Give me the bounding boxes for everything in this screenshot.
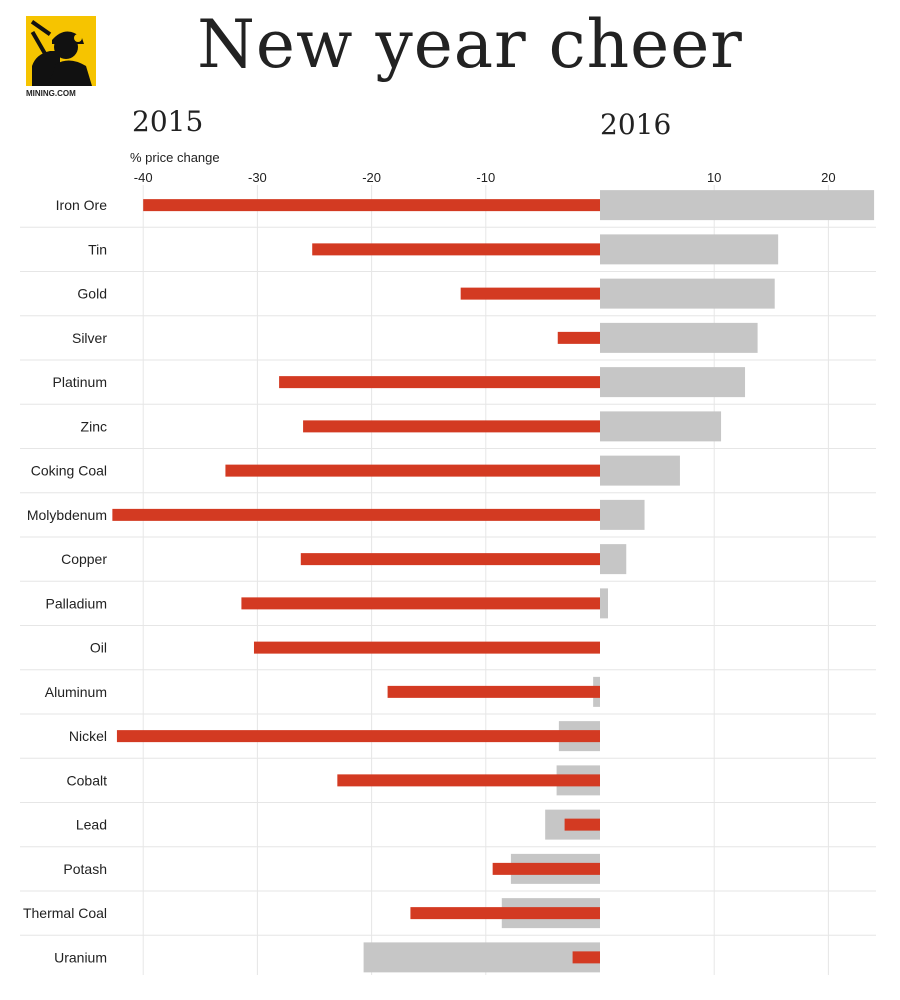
category-label: Potash [63, 861, 107, 877]
bar-2015 [564, 818, 600, 831]
year-label-2015: 2015 [132, 105, 204, 138]
bar-2015 [492, 862, 600, 875]
bar-2016 [363, 942, 600, 973]
category-label: Lead [76, 817, 107, 833]
bar-2015 [143, 199, 600, 212]
x-tick-label: -40 [134, 170, 153, 185]
bar-2015 [557, 331, 600, 344]
year-label-2016: 2016 [600, 108, 672, 141]
x-tick-label: -30 [248, 170, 267, 185]
bar-2015 [312, 243, 600, 256]
axis-unit-label: % price change [130, 150, 220, 165]
category-label: Uranium [54, 949, 107, 965]
bar-2016 [600, 190, 875, 221]
bar-2016 [600, 411, 722, 442]
bar-2016 [600, 367, 746, 398]
category-label: Tin [88, 241, 107, 257]
category-label: Platinum [53, 374, 107, 390]
bar-2015 [300, 553, 600, 566]
category-label: Oil [90, 640, 107, 656]
bar-2015 [387, 685, 600, 698]
x-tick-label: -10 [476, 170, 495, 185]
category-label: Thermal Coal [23, 905, 107, 921]
category-label: Iron Ore [56, 197, 108, 213]
bar-2015 [116, 730, 601, 743]
category-label: Gold [77, 286, 107, 302]
x-tick-label: -20 [362, 170, 381, 185]
bar-2015 [253, 641, 600, 654]
bar-2015 [460, 287, 600, 300]
category-label: Copper [61, 551, 107, 567]
mining-logo [26, 16, 96, 86]
bar-2015 [572, 951, 600, 964]
bar-2016 [600, 544, 627, 575]
bar-2015 [303, 420, 600, 433]
category-label: Silver [72, 330, 107, 346]
bar-2016 [600, 234, 779, 265]
bar-2015 [337, 774, 600, 787]
bar-2015 [225, 464, 600, 477]
x-tick-label: 10 [707, 170, 721, 185]
category-label: Molybdenum [27, 507, 107, 523]
category-label: Aluminum [45, 684, 107, 700]
bar-2016 [600, 278, 775, 309]
category-label: Coking Coal [31, 463, 107, 479]
miner-icon [26, 16, 96, 86]
bar-2016 [600, 455, 680, 486]
category-label: Zinc [81, 418, 107, 434]
bar-2016 [600, 499, 645, 530]
category-label: Nickel [69, 728, 107, 744]
bar-2015 [279, 376, 600, 389]
x-tick-label: 20 [821, 170, 835, 185]
bar-2015 [241, 597, 601, 610]
category-label: Cobalt [67, 772, 108, 788]
logo-wordmark: MINING.COM [26, 89, 76, 98]
category-label: Palladium [46, 595, 107, 611]
bar-2015 [410, 907, 600, 920]
bar-2015 [112, 508, 600, 521]
bar-2016 [600, 588, 608, 619]
bar-2016 [600, 322, 758, 353]
chart-title: New year cheer [197, 6, 743, 83]
